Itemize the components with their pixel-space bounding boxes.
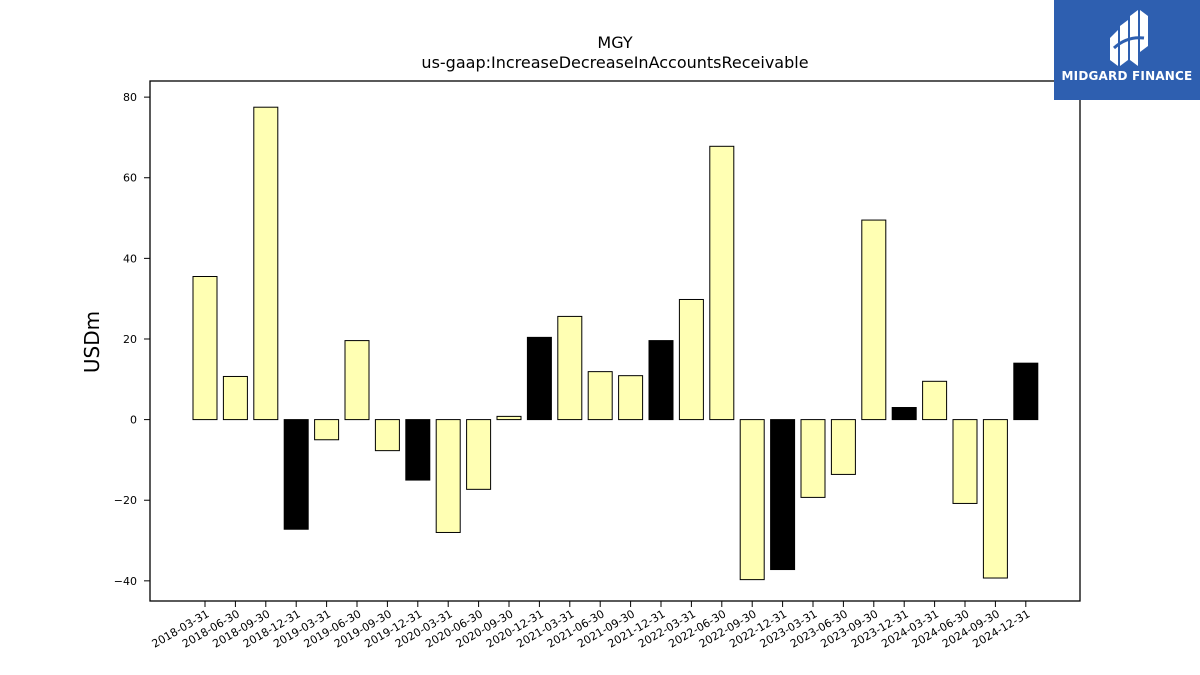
y-tick-label: 20 [123,333,137,346]
brand-name: MIDGARD FINANCE [1061,69,1193,83]
bar-2024-12-31 [1013,362,1039,421]
y-axis-label: USDm [80,311,104,373]
bar-2022-12-31 [770,419,796,571]
y-tick-label: 80 [123,91,137,104]
bar-2023-12-31 [891,407,917,421]
bar-2020-06-30 [466,419,492,490]
bar-2018-09-30 [253,106,279,421]
x-axis: 2018-03-312018-06-302018-09-302018-12-31… [150,601,1032,651]
bar-2023-03-31 [800,419,826,498]
y-tick-label: −20 [114,494,137,507]
bar-2021-03-31 [557,315,583,421]
y-tick-label: 60 [123,172,137,185]
bars-group [192,106,1039,581]
chart-title: MGY [597,33,632,52]
plot-frame [149,80,1081,602]
y-tick-label: −40 [114,575,137,588]
bar-2022-03-31 [678,298,704,421]
bar-2024-06-30 [952,419,978,504]
bar-2018-06-30 [222,375,248,421]
bar-2020-03-31 [435,419,461,533]
y-tick-label: 40 [123,252,137,265]
bar-2023-06-30 [830,419,856,475]
bar-2019-06-30 [344,340,370,421]
bar-2019-12-31 [405,419,431,481]
bar-2023-09-30 [861,219,887,421]
bar-2018-03-31 [192,276,218,421]
bar-2024-09-30 [982,419,1008,579]
bar-2021-09-30 [618,375,644,421]
y-tick-label: 0 [130,414,137,427]
bar-2019-09-30 [374,419,400,452]
bar-2021-12-31 [648,340,674,421]
brand-logo: MIDGARD FINANCE [1054,0,1200,100]
bar-2021-06-30 [587,371,613,421]
bar-2024-03-31 [922,380,948,421]
bar-2020-09-30 [496,415,522,421]
bar-2022-06-30 [709,145,735,421]
bar-2018-12-31 [283,419,309,530]
chart-subtitle: us-gaap:IncreaseDecreaseInAccountsReceiv… [421,53,808,72]
bar-2020-12-31 [526,336,552,421]
bar-2019-03-31 [314,419,340,441]
bar-2022-09-30 [739,419,765,581]
y-axis: −40 −20 0 20 40 60 80 [114,91,150,588]
midgard-logo-icon [1110,10,1148,66]
